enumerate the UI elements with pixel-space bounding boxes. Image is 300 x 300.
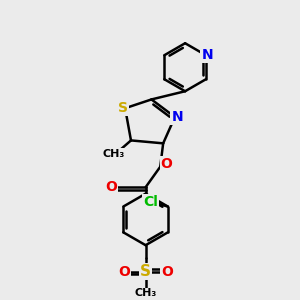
Text: N: N [171, 110, 183, 124]
Text: CH₃: CH₃ [102, 148, 124, 159]
Text: S: S [118, 101, 128, 115]
Text: O: O [161, 265, 173, 278]
Text: Cl: Cl [143, 195, 158, 209]
Text: N: N [202, 48, 213, 62]
Text: O: O [161, 158, 172, 171]
Text: S: S [140, 264, 151, 279]
Text: O: O [118, 265, 130, 278]
Text: CH₃: CH₃ [134, 289, 157, 298]
Text: O: O [105, 180, 117, 194]
